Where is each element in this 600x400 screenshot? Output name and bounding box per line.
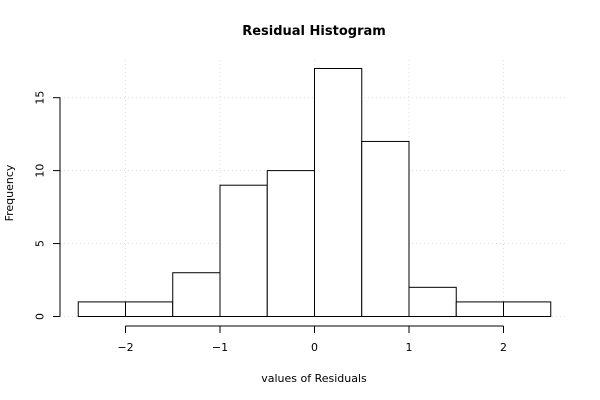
- y-axis-label: Frequency: [3, 164, 16, 221]
- histogram-bar: [314, 68, 363, 317]
- x-tick-label: 1: [406, 341, 413, 354]
- histogram-bar: [219, 184, 268, 317]
- x-axis: −2 −1 0 1 2: [117, 325, 507, 354]
- histogram-bar: [408, 286, 457, 317]
- x-tick-label: −2: [117, 341, 133, 354]
- histogram-bar: [455, 301, 504, 318]
- histogram-bar: [125, 301, 174, 318]
- x-axis-label: values of Residuals: [261, 372, 367, 385]
- histogram-bar: [172, 272, 221, 317]
- y-tick-label: 10: [34, 164, 47, 178]
- y-tick-label: 0: [34, 313, 47, 320]
- histogram-bar: [503, 301, 552, 318]
- histogram-bar: [77, 301, 126, 318]
- histogram-bar: [266, 170, 315, 317]
- x-tick-label: 2: [500, 341, 507, 354]
- y-axis: 0 5 10 15: [34, 91, 61, 320]
- y-tick-label: 15: [34, 91, 47, 105]
- y-tick-label: 5: [34, 240, 47, 247]
- histogram-bar: [361, 140, 410, 317]
- x-tick-label: 0: [311, 341, 318, 354]
- chart-title: Residual Histogram: [242, 24, 386, 39]
- x-tick-label: −1: [212, 341, 228, 354]
- histogram-bars: [77, 68, 552, 318]
